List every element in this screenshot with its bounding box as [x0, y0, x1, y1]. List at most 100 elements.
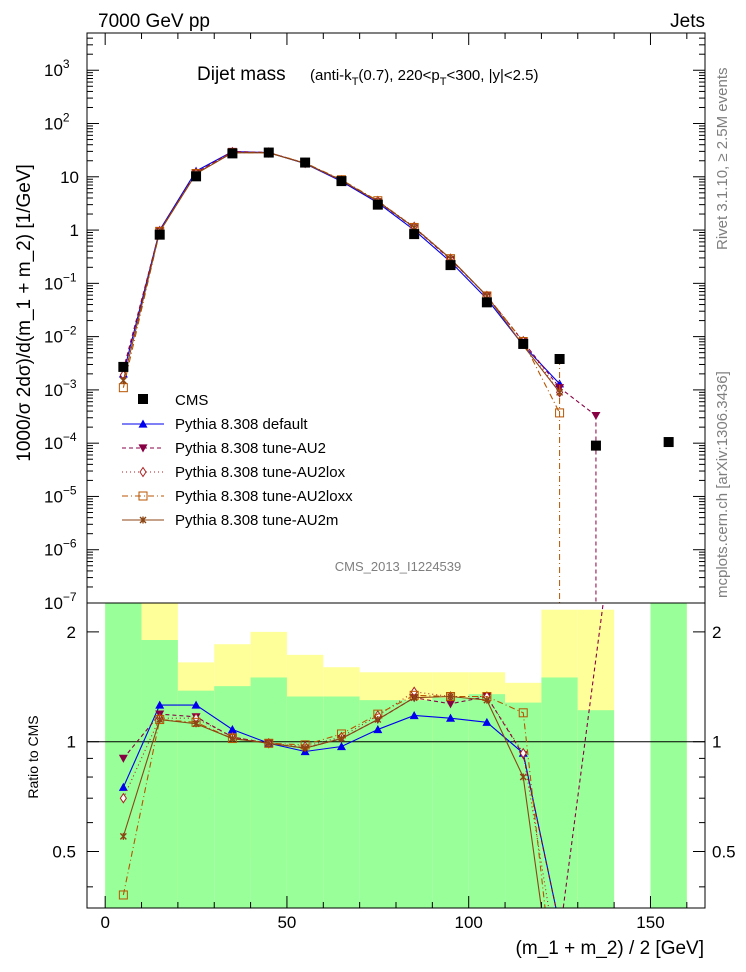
legend-marker	[139, 516, 147, 524]
subtitle-part-1: (anti-k	[310, 67, 352, 84]
ratio-point	[227, 724, 237, 734]
ratio-tick-label: 1	[67, 733, 76, 752]
cms-point	[118, 361, 129, 372]
legend-item: Pythia 8.308 tune-AU2lox	[122, 464, 346, 481]
cms-point	[481, 297, 492, 308]
green-band-bin	[577, 710, 615, 908]
green-band-bin	[432, 697, 469, 908]
cms-point	[227, 148, 238, 159]
y-tick-label: 10−1	[44, 270, 77, 293]
chart-subtitle: (anti-kT(0.7), 220<pT<300, |y|<2.5)	[310, 67, 539, 88]
y-tick-label: 10−4	[44, 430, 77, 453]
cms-point	[445, 260, 456, 271]
y-tick-label: 102	[44, 111, 70, 134]
legend-label: Pythia 8.308 tune-AU2m	[175, 512, 338, 529]
ratio-point	[337, 735, 345, 743]
subtitle-subscript-1: T	[352, 76, 359, 88]
ratio-point	[118, 754, 128, 763]
header-energy-label: 7000 GeV pp	[98, 11, 210, 32]
series-line	[122, 151, 561, 393]
x-tick-label: 150	[636, 913, 664, 932]
ratio-point	[519, 747, 527, 759]
y-axis-label: 1000/σ 2dσ)/d(m_1 + m_2) [1/GeV]	[14, 164, 35, 462]
y-tick-label: 10−7	[44, 590, 77, 613]
y-tick-label: 10	[60, 168, 79, 187]
ratio-point	[191, 700, 201, 709]
green-band-bin	[468, 694, 506, 908]
subtitle-part-3: <300, |y|<2.5)	[446, 67, 538, 84]
ratio-point	[119, 792, 127, 804]
ratio-point	[446, 700, 456, 709]
cms-point	[263, 147, 274, 158]
legend-marker	[138, 491, 148, 501]
ratio-plot-series	[87, 603, 705, 908]
cms-point	[372, 199, 383, 210]
legend-marker	[139, 466, 147, 478]
green-band-bin	[650, 603, 687, 908]
green-band-bin	[323, 696, 360, 908]
cms-point	[590, 440, 601, 451]
ratio-point	[228, 735, 236, 743]
cms-point	[663, 437, 674, 448]
ratio-tick-label: 0.5	[52, 842, 76, 861]
ratio-point	[118, 890, 128, 900]
x-axis-label: (m_1 + m_2) / 2 [GeV]	[516, 938, 705, 959]
ratio-point	[374, 716, 382, 724]
analysis-watermark: CMS_2013_I1224539	[335, 559, 462, 574]
y-tick-label: 10−3	[44, 377, 77, 400]
ratio-point	[410, 694, 418, 702]
ratio-point	[518, 708, 528, 718]
mcplots-label: mcplots.cern.ch [arXiv:1306.3436]	[714, 371, 731, 598]
series-line	[122, 152, 561, 414]
x-tick-label: 100	[455, 913, 483, 932]
ratio-tick-label-right: 2	[712, 623, 721, 642]
legend-item-cms: CMS	[138, 392, 208, 409]
ratio-point	[519, 773, 527, 781]
legend-item: Pythia 8.308 tune-AU2m	[122, 512, 338, 529]
legend-cms-marker	[138, 394, 148, 404]
rivet-version-label: Rivet 3.1.10, ≥ 2.5M events	[714, 68, 731, 251]
green-band-bin	[505, 702, 542, 908]
cms-point	[154, 229, 165, 240]
ratio-line	[122, 694, 546, 908]
ratio-point	[446, 713, 456, 722]
ratio-series-group	[87, 603, 705, 908]
green-band-bin	[396, 700, 433, 908]
series-point	[119, 377, 127, 385]
y-tick-label: 103	[44, 57, 70, 80]
ratio-point	[118, 782, 128, 791]
ratio-point	[336, 742, 346, 751]
ratio-y-axis-label: Ratio to CMS	[25, 715, 41, 798]
legend: CMS Pythia 8.308 default Pythia 8.308 tune…	[122, 392, 353, 529]
subtitle-subscript-2: T	[440, 76, 447, 88]
x-tick-label: 50	[277, 913, 296, 932]
main-plot-series	[118, 146, 674, 603]
axes: 0 50 100 15010−710−610−510−410−310−210−1110…	[44, 32, 736, 932]
cms-point	[336, 176, 347, 187]
ratio-point	[409, 710, 419, 720]
green-band-bin	[141, 640, 178, 908]
legend-label: Pythia 8.308 default	[175, 416, 308, 433]
green-band-bin	[541, 677, 578, 908]
legend-label: Pythia 8.308 tune-AU2	[175, 440, 326, 457]
legend-item: Pythia 8.308 default	[122, 416, 308, 433]
cms-point	[300, 157, 311, 168]
series-line	[122, 152, 561, 393]
ratio-point	[483, 696, 491, 704]
green-band-bin	[250, 677, 287, 908]
ratio-point	[192, 720, 200, 728]
cms-point	[518, 338, 529, 349]
ratio-point	[301, 744, 309, 752]
ratio-tick-label: 2	[67, 623, 76, 642]
legend-marker	[138, 419, 148, 428]
ratio-point	[447, 693, 455, 701]
chart-title: Dijet mass	[197, 64, 286, 85]
y-tick-label: 10−5	[44, 483, 77, 506]
green-band-bin	[286, 696, 324, 908]
x-tick-label: 0	[100, 913, 109, 932]
ratio-tick-label-right: 1	[712, 733, 721, 752]
legend-item: Pythia 8.308 tune-AU2loxx	[122, 488, 353, 505]
green-band-bin	[214, 686, 251, 908]
y-tick-label: 10−2	[44, 324, 77, 347]
